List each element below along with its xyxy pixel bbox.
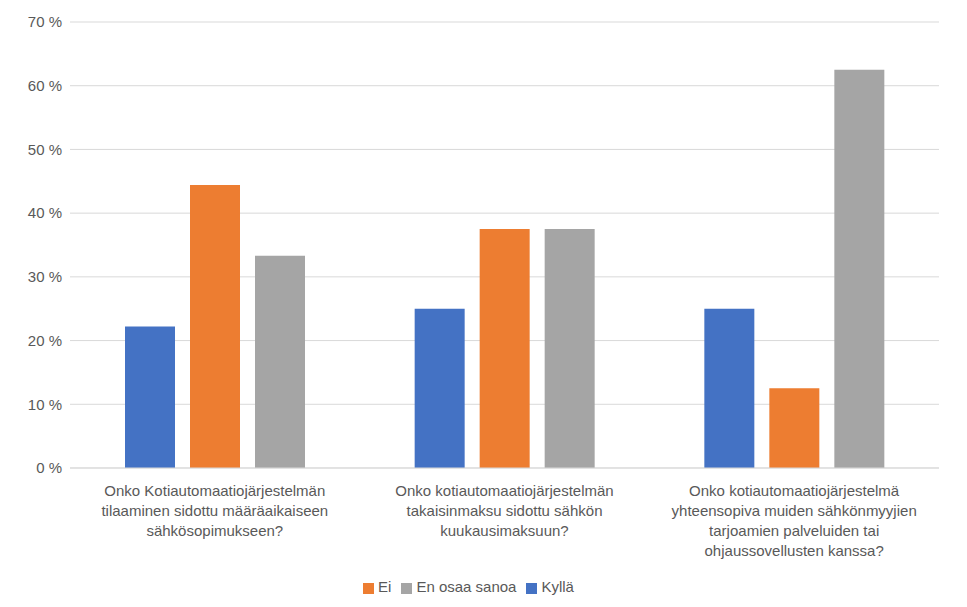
svg-text:40 %: 40 % bbox=[28, 204, 62, 221]
svg-text:0 %: 0 % bbox=[36, 459, 62, 476]
svg-text:Onko kotiautomaatiojärjestelmä: Onko kotiautomaatiojärjestelmäyhteensopi… bbox=[672, 482, 917, 559]
html-text:Ei: Ei bbox=[378, 578, 392, 595]
svg-text:60 %: 60 % bbox=[28, 77, 62, 94]
svg-text:20 %: 20 % bbox=[28, 332, 62, 349]
svg-text:10 %: 10 % bbox=[28, 396, 62, 413]
svg-text:70 %: 70 % bbox=[28, 13, 62, 30]
svg-text:30 %: 30 % bbox=[28, 268, 62, 285]
svg-text:50 %: 50 % bbox=[28, 141, 62, 158]
html-text:Kyllä: Kyllä bbox=[541, 578, 574, 595]
svg-text:Onko Kotiautomaatiojärjestelmä: Onko Kotiautomaatiojärjestelmäntilaamine… bbox=[101, 482, 328, 539]
html-text:En osaa sanoa: En osaa sanoa bbox=[416, 578, 517, 595]
svg-text:Onko kotiautomaatiojärjestelmä: Onko kotiautomaatiojärjestelmäntakaisinm… bbox=[395, 482, 613, 539]
